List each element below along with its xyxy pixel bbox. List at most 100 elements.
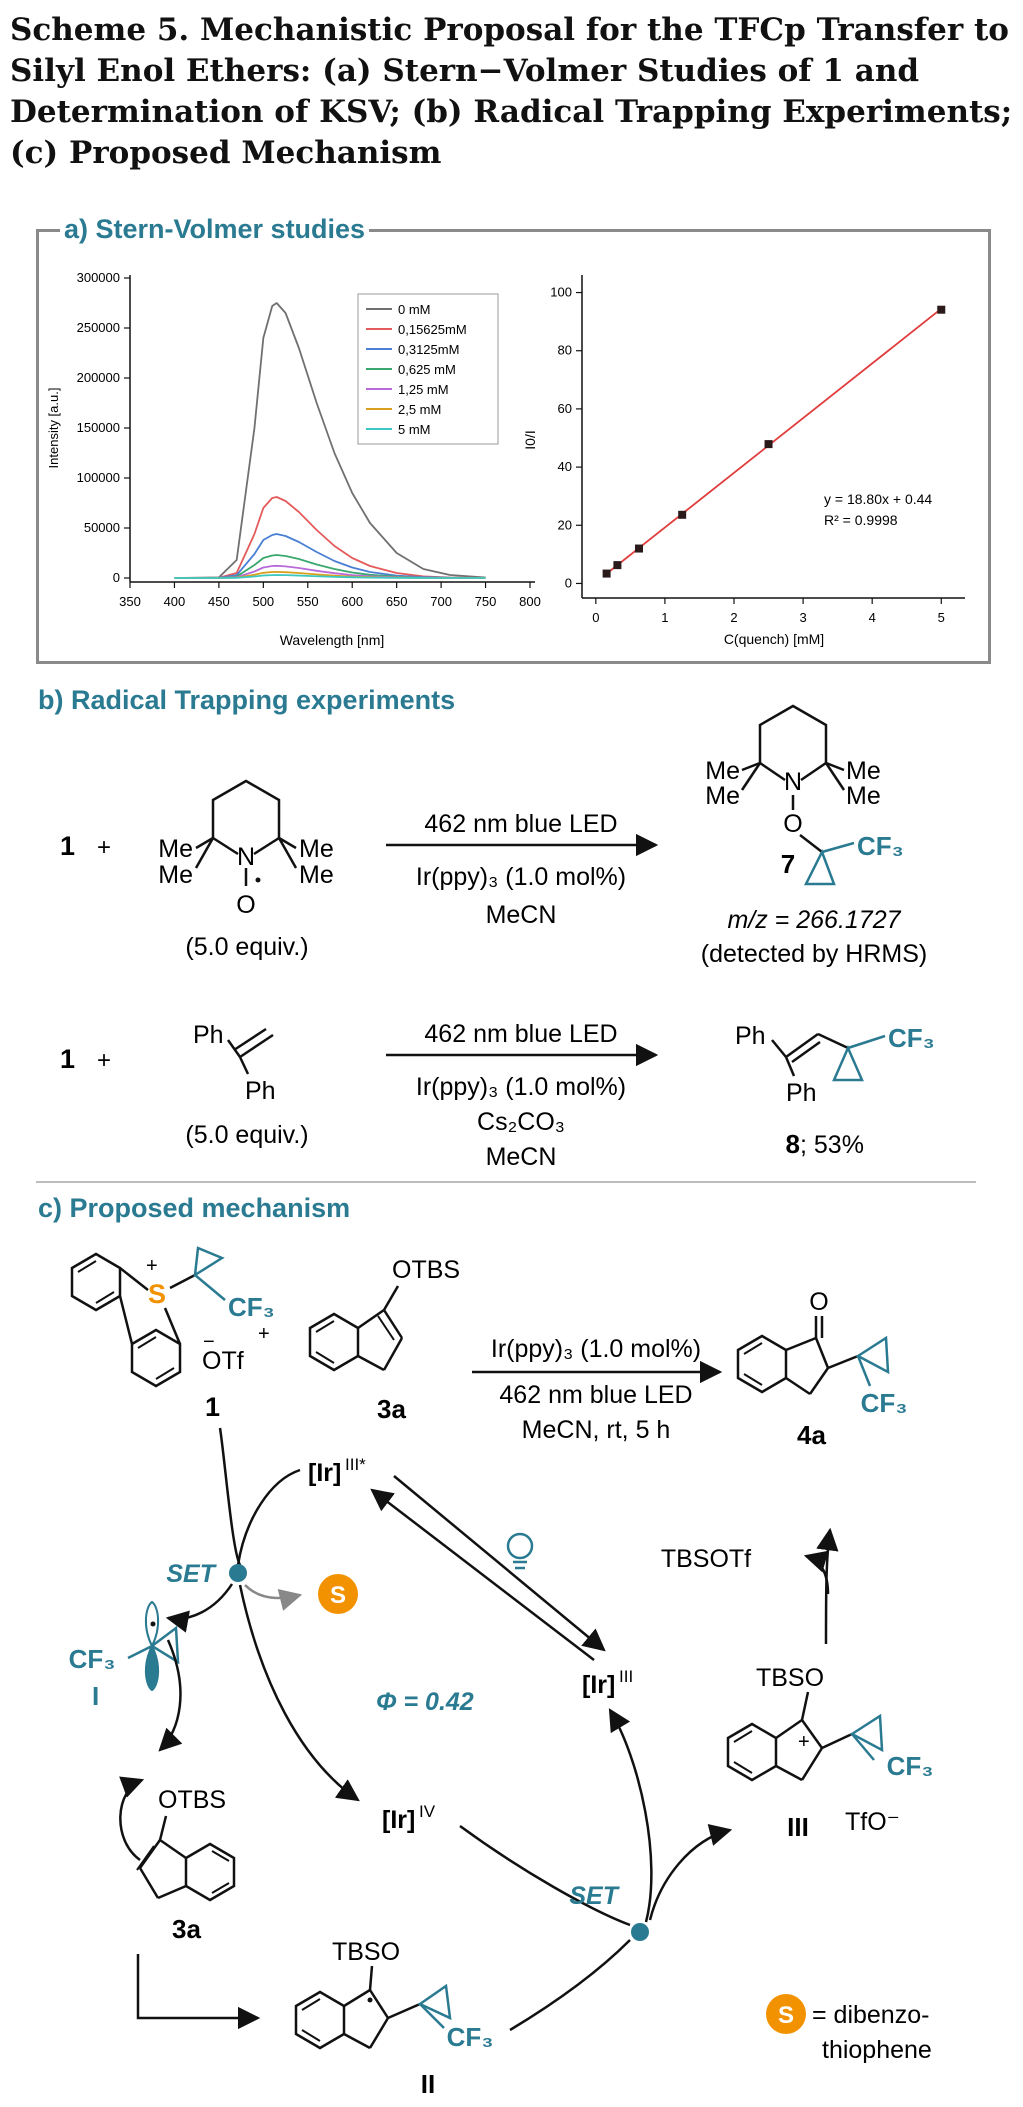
sv-x-tick-label: 4 [869, 610, 876, 625]
r1-equiv: (5.0 equiv.) [185, 933, 308, 961]
sv-data-point [678, 510, 687, 519]
sv-x-tick-label: 0 [592, 610, 599, 625]
emission-chart: 350 400 450 500 550 600 650 700 750 800 0 50000 1000… [46, 270, 541, 648]
emission-y-label: Intensity [a.u.] [46, 388, 61, 469]
ir4-sup: IV [419, 1802, 436, 1821]
emission-y-tick-label: 50000 [84, 520, 120, 535]
p8-ph1: Ph [735, 1022, 766, 1050]
emission-legend-label: 0 mM [398, 302, 431, 317]
emission-legend-label: 0,15625mM [398, 322, 467, 337]
ir3star-bracket: [Ir] [308, 1459, 341, 1487]
radical-label: I [92, 1681, 99, 1711]
p8-label: 8 [786, 1129, 800, 1159]
r2-equiv: (5.0 equiv.) [185, 1121, 308, 1149]
r1-cond-1: Ir(ppy)₃ (1.0 mol%) [416, 863, 626, 891]
sv-x-tick-label: 3 [799, 610, 806, 625]
ii-label: II [421, 2069, 435, 2099]
emission-x-tick-label: 700 [430, 594, 452, 609]
svg-text:+: + [798, 1731, 810, 1753]
mc-cond-2: 462 nm blue LED [499, 1381, 692, 1409]
r2-cond-3: MeCN [486, 1143, 557, 1171]
scheme-caption: Scheme 5. Mechanistic Proposal for the T… [10, 12, 1013, 171]
r1-tempo-me2: Me [158, 861, 193, 889]
p7-detected: (detected by HRMS) [701, 940, 927, 968]
r1-cond-2: MeCN [486, 901, 557, 929]
r2-ph2: Ph [245, 1077, 276, 1105]
p8-ph2: Ph [786, 1079, 817, 1107]
ir3-sup: III [619, 1667, 633, 1686]
trapping-reaction-alkene: 1 + Ph Ph (5.0 equiv.) 462 nm blue LED I… [60, 1020, 935, 1171]
sv-x-tick-label: 5 [938, 610, 945, 625]
legend-line-2: thiophene [822, 2036, 932, 2064]
mc-cond-3: MeCN, rt, 5 h [522, 1416, 671, 1444]
legend-line-1: = dibenzo- [812, 2001, 929, 2029]
sv-y-label: I0/I [522, 430, 538, 449]
r2-ph1: Ph [193, 1021, 224, 1049]
m4a-o: O [809, 1288, 828, 1316]
ir3star-sup: III* [345, 1455, 366, 1474]
sv-data-point [937, 305, 946, 314]
s-circle-legend-label: S [778, 2002, 794, 2029]
m1-sulfur: S [148, 1279, 166, 1309]
iii-label: III [787, 1812, 809, 1842]
sv-data-point [613, 561, 622, 570]
sv-r-squared: R² = 0.9998 [824, 512, 898, 528]
emission-x-tick-label: 400 [164, 594, 186, 609]
mechanism-top-reaction: S + CF₃ − OTf + 1 OTBS 3a Ir(ppy)₃ (1.0 … [70, 1246, 908, 1450]
p7-mz: m/z = 266.1727 [727, 906, 901, 934]
m3a-otbs: OTBS [392, 1256, 460, 1284]
emission-x-tick-label: 600 [341, 594, 363, 609]
m1-otf: OTf [202, 1347, 244, 1375]
p8-cf3: CF₃ [888, 1023, 935, 1053]
m4a-label: 4a [797, 1420, 826, 1450]
emission-y-tick-label: 100000 [77, 470, 120, 485]
emission-y-tick-label: 150000 [77, 420, 120, 435]
emission-x-tick-label: 450 [208, 594, 230, 609]
r1-tempo-o: O [236, 891, 255, 919]
tbsotf: TBSOTf [661, 1545, 751, 1573]
stern-volmer-chart: 0 1 2 3 4 5 0 20 40 60 80 100 I0/I C(quench) [mM] y… [522, 275, 965, 647]
r2-cond-top: 462 nm blue LED [424, 1020, 617, 1048]
cycle-3a-label: 3a [172, 1914, 201, 1944]
emission-legend-label: 0,3125mM [398, 342, 459, 357]
sv-y-tick-label: 40 [558, 459, 572, 474]
svg-text:+: + [258, 1323, 270, 1345]
light-bulb-icon [506, 1532, 534, 1570]
trapping-reaction-tempo: 1 + N O Me Me Me Me (5.0 equiv.) 462 nm … [60, 704, 927, 968]
mc-cond-1: Ir(ppy)₃ (1.0 mol%) [491, 1335, 701, 1363]
ir4-bracket: [Ir] [382, 1806, 415, 1834]
r1-tempo-me3: Me [299, 835, 334, 863]
section-c-title: c) Proposed mechanism [34, 1193, 355, 1224]
r2-reactant-1: 1 [60, 1044, 75, 1074]
p8-yield: ; 53% [800, 1131, 864, 1159]
quantum-yield: Φ = 0.42 [376, 1688, 474, 1716]
m3a-label: 3a [377, 1394, 406, 1424]
r1-tempo-me1: Me [158, 835, 193, 863]
p7-o: O [783, 810, 802, 838]
emission-legend-label: 0,625 mM [398, 362, 456, 377]
p7-n: N [784, 768, 802, 796]
emission-x-tick-label: 750 [475, 594, 497, 609]
s-circle-1-label: S [330, 1582, 346, 1609]
r1-cond-top: 462 nm blue LED [424, 810, 617, 838]
iii-tfo: TfO⁻ [845, 1808, 900, 1836]
sv-data-point [764, 440, 773, 449]
sv-x-tick-label: 1 [661, 610, 668, 625]
p7-me1: Me [705, 757, 740, 785]
r1-tempo-n: N [237, 843, 255, 871]
p7-me4: Me [846, 782, 881, 810]
p7-me3: Me [846, 757, 881, 785]
emission-x-tick-label: 550 [297, 594, 319, 609]
sv-x-tick-label: 2 [730, 610, 737, 625]
s-circle-1 [318, 1574, 358, 1614]
sv-y-tick-label: 100 [550, 285, 572, 300]
radical-cf3: CF₃ [69, 1644, 116, 1674]
emission-y-tick-label: 0 [113, 570, 120, 585]
m4a-cf3: CF₃ [861, 1388, 908, 1418]
iii-cf3: CF₃ [887, 1751, 934, 1781]
iii-tbso: TBSO [756, 1664, 824, 1692]
emission-series-line [174, 496, 486, 579]
ir3-bracket: [Ir] [582, 1671, 615, 1699]
p7-cf3: CF₃ [857, 831, 904, 861]
